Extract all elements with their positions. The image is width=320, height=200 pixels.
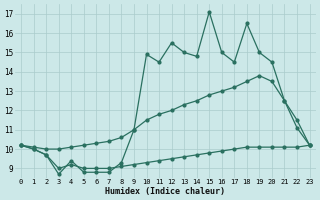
X-axis label: Humidex (Indice chaleur): Humidex (Indice chaleur) bbox=[105, 187, 225, 196]
